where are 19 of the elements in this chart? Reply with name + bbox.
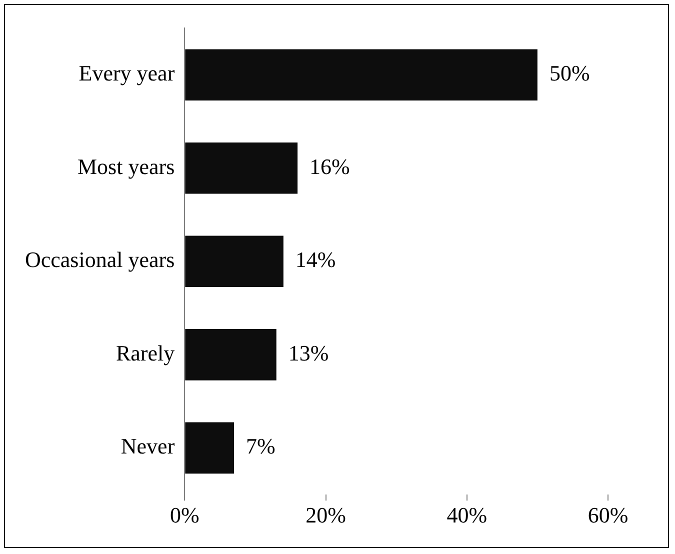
x-tick-label: 20% [306,502,346,528]
data-label: 7% [246,434,276,459]
data-label: 13% [288,340,329,366]
y-tick-label: Rarely [116,340,175,366]
data-label: 14% [295,247,336,272]
y-tick-label: Most years [77,154,175,179]
bar [185,236,284,288]
bar [185,142,298,194]
bar [185,49,538,100]
y-tick-label: Occasional years [24,247,175,272]
x-tick-label: 40% [446,502,488,528]
x-tick-label: 0% [170,502,200,528]
bar [185,329,276,380]
y-tick-label: Every year [78,60,176,86]
data-label: 50% [549,60,590,86]
data-label: 16% [310,154,350,179]
x-tick-label: 60% [588,502,628,528]
bar [185,422,234,474]
y-tick-label: Never [120,434,176,459]
